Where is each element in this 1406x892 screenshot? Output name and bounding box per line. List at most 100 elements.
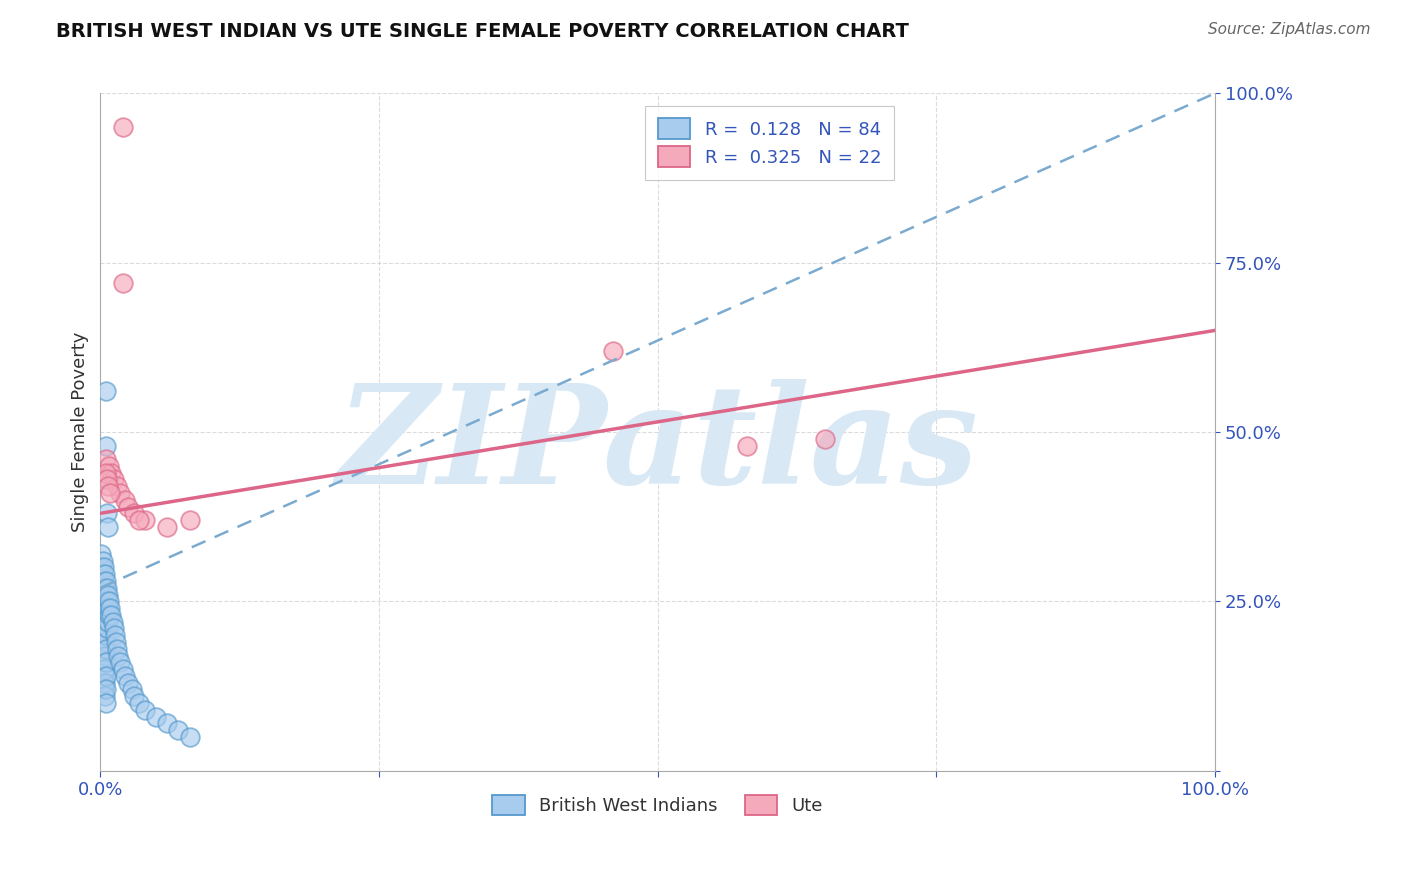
Legend: British West Indians, Ute: British West Indians, Ute <box>485 788 831 822</box>
Point <box>91 635 114 649</box>
Point <box>94 452 117 467</box>
Point <box>94 574 117 588</box>
Text: BRITISH WEST INDIAN VS UTE SINGLE FEMALE POVERTY CORRELATION CHART: BRITISH WEST INDIAN VS UTE SINGLE FEMALE… <box>56 22 910 41</box>
Point <box>179 730 201 744</box>
Point <box>111 276 134 290</box>
Point <box>90 628 112 642</box>
Point <box>100 607 122 622</box>
Point <box>145 709 167 723</box>
Point <box>91 675 114 690</box>
Point <box>94 656 117 670</box>
Point <box>97 588 120 602</box>
Point <box>90 641 112 656</box>
Point <box>100 486 122 500</box>
Point <box>814 432 837 446</box>
Point <box>98 458 121 473</box>
Point <box>91 607 114 622</box>
Point <box>167 723 190 737</box>
Point <box>602 343 624 358</box>
Point <box>94 581 117 595</box>
Point <box>111 120 134 135</box>
Point <box>90 560 112 574</box>
Point <box>114 492 136 507</box>
Point <box>93 641 115 656</box>
Point <box>94 635 117 649</box>
Point <box>103 622 125 636</box>
Point <box>100 601 122 615</box>
Point <box>90 547 112 561</box>
Point <box>100 466 122 480</box>
Point <box>94 588 117 602</box>
Point <box>94 607 117 622</box>
Point <box>105 479 128 493</box>
Point <box>134 703 156 717</box>
Point <box>117 500 139 514</box>
Point <box>105 641 128 656</box>
Point <box>91 581 114 595</box>
Point <box>110 486 132 500</box>
Text: ZIPatlas: ZIPatlas <box>336 378 979 513</box>
Point <box>93 615 115 629</box>
Point <box>91 554 114 568</box>
Point <box>98 594 121 608</box>
Point <box>96 472 118 486</box>
Point <box>110 656 132 670</box>
Point <box>91 648 114 663</box>
Point <box>156 716 179 731</box>
Point <box>114 669 136 683</box>
Point <box>111 662 134 676</box>
Point <box>104 635 127 649</box>
Point <box>103 472 125 486</box>
Point <box>94 622 117 636</box>
Point <box>90 656 112 670</box>
Point <box>94 567 117 582</box>
Point <box>91 622 114 636</box>
Point <box>94 601 117 615</box>
Point <box>90 615 112 629</box>
Point <box>93 560 115 574</box>
Point <box>93 601 115 615</box>
Point <box>94 669 117 683</box>
Point <box>93 656 115 670</box>
Point <box>97 601 120 615</box>
Point <box>128 513 150 527</box>
Point <box>94 472 117 486</box>
Point <box>101 615 124 629</box>
Point <box>97 520 120 534</box>
Point <box>94 384 117 399</box>
Point <box>93 574 115 588</box>
Y-axis label: Single Female Poverty: Single Female Poverty <box>72 332 89 533</box>
Point <box>90 581 112 595</box>
Point <box>94 662 117 676</box>
Point <box>122 689 145 703</box>
Point <box>97 479 120 493</box>
Point <box>91 662 114 676</box>
Point <box>94 648 117 663</box>
Point <box>97 615 120 629</box>
Point <box>735 439 758 453</box>
Point <box>94 615 117 629</box>
Point <box>90 607 112 622</box>
Point <box>93 588 115 602</box>
Point <box>94 696 117 710</box>
Point <box>94 675 117 690</box>
Point <box>122 506 145 520</box>
Point <box>93 628 115 642</box>
Point <box>156 520 179 534</box>
Point <box>128 696 150 710</box>
Point <box>91 567 114 582</box>
Point <box>96 622 118 636</box>
Point <box>94 466 117 480</box>
Point <box>98 607 121 622</box>
Point <box>96 506 118 520</box>
Point <box>96 607 118 622</box>
Point <box>90 594 112 608</box>
Point <box>96 581 118 595</box>
Point <box>96 594 118 608</box>
Point <box>93 669 115 683</box>
Point <box>134 513 156 527</box>
Point <box>179 513 201 527</box>
Point <box>91 594 114 608</box>
Point <box>117 675 139 690</box>
Text: Source: ZipAtlas.com: Source: ZipAtlas.com <box>1208 22 1371 37</box>
